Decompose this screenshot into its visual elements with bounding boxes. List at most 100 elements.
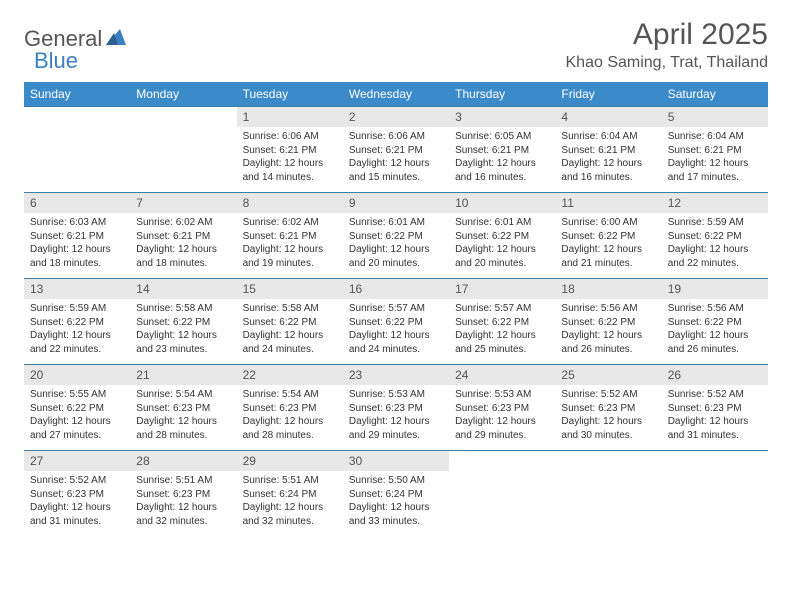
day-cell: 8Sunrise: 6:02 AMSunset: 6:21 PMDaylight…: [237, 193, 343, 279]
day-content: Sunrise: 5:56 AMSunset: 6:22 PMDaylight:…: [555, 299, 661, 362]
day-cell: 13Sunrise: 5:59 AMSunset: 6:22 PMDayligh…: [24, 279, 130, 365]
day-cell: 4Sunrise: 6:04 AMSunset: 6:21 PMDaylight…: [555, 107, 661, 193]
day-content: Sunrise: 5:55 AMSunset: 6:22 PMDaylight:…: [24, 385, 130, 448]
day-content: Sunrise: 5:56 AMSunset: 6:22 PMDaylight:…: [662, 299, 768, 362]
day-number: 3: [449, 107, 555, 127]
day-number: 15: [237, 279, 343, 299]
day-cell: 11Sunrise: 6:00 AMSunset: 6:22 PMDayligh…: [555, 193, 661, 279]
day-number: 23: [343, 365, 449, 385]
dayname-monday: Monday: [130, 82, 236, 107]
day-cell: 19Sunrise: 5:56 AMSunset: 6:22 PMDayligh…: [662, 279, 768, 365]
day-cell: 27Sunrise: 5:52 AMSunset: 6:23 PMDayligh…: [24, 451, 130, 537]
day-cell: 1Sunrise: 6:06 AMSunset: 6:21 PMDaylight…: [237, 107, 343, 193]
day-content: Sunrise: 5:52 AMSunset: 6:23 PMDaylight:…: [555, 385, 661, 448]
title-block: April 2025 Khao Saming, Trat, Thailand: [566, 18, 769, 72]
day-content: Sunrise: 6:06 AMSunset: 6:21 PMDaylight:…: [343, 127, 449, 190]
day-number: 16: [343, 279, 449, 299]
day-content: Sunrise: 6:03 AMSunset: 6:21 PMDaylight:…: [24, 213, 130, 276]
day-number: 27: [24, 451, 130, 471]
day-content: Sunrise: 5:54 AMSunset: 6:23 PMDaylight:…: [237, 385, 343, 448]
day-number: 12: [662, 193, 768, 213]
day-number: 30: [343, 451, 449, 471]
day-content: Sunrise: 6:06 AMSunset: 6:21 PMDaylight:…: [237, 127, 343, 190]
day-number: 17: [449, 279, 555, 299]
logo-text-2: Blue: [34, 48, 78, 73]
day-number: 21: [130, 365, 236, 385]
day-number: 13: [24, 279, 130, 299]
day-number: 24: [449, 365, 555, 385]
day-number: 2: [343, 107, 449, 127]
day-number: 22: [237, 365, 343, 385]
day-number: 9: [343, 193, 449, 213]
day-content: Sunrise: 6:01 AMSunset: 6:22 PMDaylight:…: [449, 213, 555, 276]
day-number: 7: [130, 193, 236, 213]
day-number: 11: [555, 193, 661, 213]
day-cell: 16Sunrise: 5:57 AMSunset: 6:22 PMDayligh…: [343, 279, 449, 365]
dayname-saturday: Saturday: [662, 82, 768, 107]
day-number: 20: [24, 365, 130, 385]
day-content: Sunrise: 5:51 AMSunset: 6:24 PMDaylight:…: [237, 471, 343, 534]
month-title: April 2025: [566, 18, 769, 52]
day-number: 8: [237, 193, 343, 213]
logo-sail-icon: [104, 27, 128, 52]
day-number: 1: [237, 107, 343, 127]
day-content: Sunrise: 6:04 AMSunset: 6:21 PMDaylight:…: [555, 127, 661, 190]
day-number: 5: [662, 107, 768, 127]
day-content: Sunrise: 6:04 AMSunset: 6:21 PMDaylight:…: [662, 127, 768, 190]
day-cell: 26Sunrise: 5:52 AMSunset: 6:23 PMDayligh…: [662, 365, 768, 451]
week-row: 20Sunrise: 5:55 AMSunset: 6:22 PMDayligh…: [24, 365, 768, 451]
day-content: Sunrise: 5:58 AMSunset: 6:22 PMDaylight:…: [130, 299, 236, 362]
calendar-head: SundayMondayTuesdayWednesdayThursdayFrid…: [24, 82, 768, 107]
day-number: 6: [24, 193, 130, 213]
day-content: Sunrise: 5:53 AMSunset: 6:23 PMDaylight:…: [343, 385, 449, 448]
location: Khao Saming, Trat, Thailand: [566, 54, 769, 72]
day-content: Sunrise: 6:02 AMSunset: 6:21 PMDaylight:…: [130, 213, 236, 276]
calendar-table: SundayMondayTuesdayWednesdayThursdayFrid…: [24, 82, 768, 537]
day-cell: 21Sunrise: 5:54 AMSunset: 6:23 PMDayligh…: [130, 365, 236, 451]
dayname-wednesday: Wednesday: [343, 82, 449, 107]
day-content: Sunrise: 5:57 AMSunset: 6:22 PMDaylight:…: [343, 299, 449, 362]
week-row: 27Sunrise: 5:52 AMSunset: 6:23 PMDayligh…: [24, 451, 768, 537]
empty-cell: [555, 451, 661, 537]
empty-cell: [449, 451, 555, 537]
day-content: Sunrise: 5:59 AMSunset: 6:22 PMDaylight:…: [24, 299, 130, 362]
day-content: Sunrise: 5:54 AMSunset: 6:23 PMDaylight:…: [130, 385, 236, 448]
day-content: Sunrise: 6:00 AMSunset: 6:22 PMDaylight:…: [555, 213, 661, 276]
day-cell: 22Sunrise: 5:54 AMSunset: 6:23 PMDayligh…: [237, 365, 343, 451]
day-content: Sunrise: 6:05 AMSunset: 6:21 PMDaylight:…: [449, 127, 555, 190]
empty-cell: [662, 451, 768, 537]
day-content: Sunrise: 5:52 AMSunset: 6:23 PMDaylight:…: [662, 385, 768, 448]
day-content: Sunrise: 5:51 AMSunset: 6:23 PMDaylight:…: [130, 471, 236, 534]
day-number: 29: [237, 451, 343, 471]
day-cell: 17Sunrise: 5:57 AMSunset: 6:22 PMDayligh…: [449, 279, 555, 365]
day-cell: 3Sunrise: 6:05 AMSunset: 6:21 PMDaylight…: [449, 107, 555, 193]
day-cell: 29Sunrise: 5:51 AMSunset: 6:24 PMDayligh…: [237, 451, 343, 537]
dayname-thursday: Thursday: [449, 82, 555, 107]
week-row: 13Sunrise: 5:59 AMSunset: 6:22 PMDayligh…: [24, 279, 768, 365]
calendar-body: 1Sunrise: 6:06 AMSunset: 6:21 PMDaylight…: [24, 107, 768, 537]
day-cell: 2Sunrise: 6:06 AMSunset: 6:21 PMDaylight…: [343, 107, 449, 193]
dayname-friday: Friday: [555, 82, 661, 107]
week-row: 1Sunrise: 6:06 AMSunset: 6:21 PMDaylight…: [24, 107, 768, 193]
day-cell: 6Sunrise: 6:03 AMSunset: 6:21 PMDaylight…: [24, 193, 130, 279]
day-number: 25: [555, 365, 661, 385]
day-cell: 25Sunrise: 5:52 AMSunset: 6:23 PMDayligh…: [555, 365, 661, 451]
day-cell: 14Sunrise: 5:58 AMSunset: 6:22 PMDayligh…: [130, 279, 236, 365]
day-number: 10: [449, 193, 555, 213]
day-cell: 24Sunrise: 5:53 AMSunset: 6:23 PMDayligh…: [449, 365, 555, 451]
day-number: 26: [662, 365, 768, 385]
day-cell: 30Sunrise: 5:50 AMSunset: 6:24 PMDayligh…: [343, 451, 449, 537]
day-cell: 18Sunrise: 5:56 AMSunset: 6:22 PMDayligh…: [555, 279, 661, 365]
day-cell: 9Sunrise: 6:01 AMSunset: 6:22 PMDaylight…: [343, 193, 449, 279]
day-cell: 7Sunrise: 6:02 AMSunset: 6:21 PMDaylight…: [130, 193, 236, 279]
day-content: Sunrise: 5:52 AMSunset: 6:23 PMDaylight:…: [24, 471, 130, 534]
day-content: Sunrise: 5:50 AMSunset: 6:24 PMDaylight:…: [343, 471, 449, 534]
day-number: 28: [130, 451, 236, 471]
day-content: Sunrise: 6:02 AMSunset: 6:21 PMDaylight:…: [237, 213, 343, 276]
day-cell: 23Sunrise: 5:53 AMSunset: 6:23 PMDayligh…: [343, 365, 449, 451]
day-number: 19: [662, 279, 768, 299]
dayname-sunday: Sunday: [24, 82, 130, 107]
day-number: 4: [555, 107, 661, 127]
empty-cell: [130, 107, 236, 193]
day-cell: 10Sunrise: 6:01 AMSunset: 6:22 PMDayligh…: [449, 193, 555, 279]
